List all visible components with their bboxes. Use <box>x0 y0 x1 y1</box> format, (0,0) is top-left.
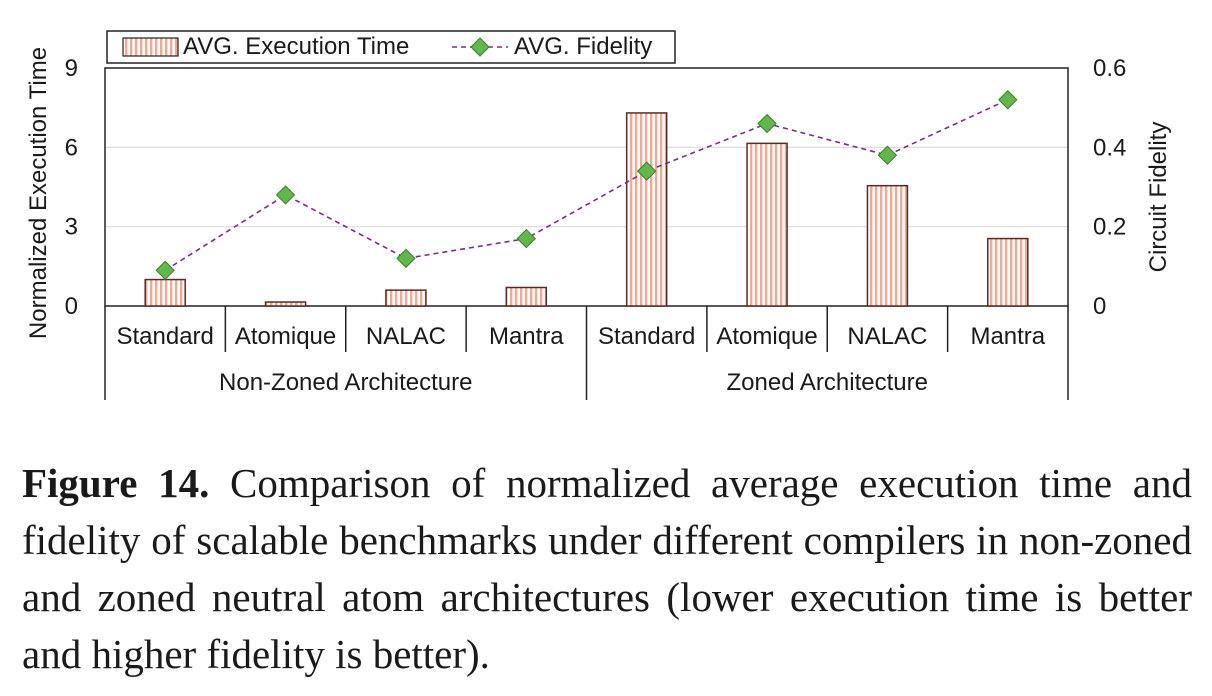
figure-caption-text: Comparison of normalized average executi… <box>22 460 1192 677</box>
execution-time-bar <box>505 286 548 307</box>
right-tick-label: 0.2 <box>1093 214 1126 241</box>
fidelity-marker <box>877 145 898 165</box>
execution-time-bar <box>385 289 427 307</box>
right-tick-label: 0 <box>1093 293 1106 320</box>
execution-time-bar <box>987 237 1029 307</box>
legend-line-label: AVG. Fidelity <box>514 33 652 60</box>
left-axis-title: Normalized Execution Time <box>25 47 52 339</box>
execution-time-bar <box>746 142 788 307</box>
fidelity-marker <box>998 90 1018 110</box>
category-label: Mantra <box>489 323 564 350</box>
category-label: Mantra <box>970 323 1045 350</box>
category-label: NALAC <box>847 323 927 350</box>
right-tick-label: 0.6 <box>1093 55 1126 82</box>
legend-bar-swatch <box>122 37 179 57</box>
category-axis: Standard Atomique NALAC Mantra Standard Atomi… <box>104 306 1069 400</box>
left-tick-label: 0 <box>65 293 78 320</box>
execution-time-bar <box>866 184 909 307</box>
fidelity-series <box>155 90 1018 281</box>
left-tick-label: 3 <box>65 214 78 241</box>
left-tick-label: 9 <box>65 55 78 82</box>
group-label: Non-Zoned Architecture <box>219 369 472 396</box>
category-label: Standard <box>598 323 695 350</box>
execution-time-bar <box>264 301 307 307</box>
execution-time-bar <box>144 278 186 307</box>
left-axis-ticks: 0 3 6 9 <box>65 55 78 320</box>
right-axis-ticks: 0 0.2 0.4 0.6 <box>1093 55 1126 320</box>
fidelity-marker <box>396 248 416 269</box>
execution-time-bar <box>625 112 668 307</box>
fidelity-marker <box>516 228 537 249</box>
figure-label: Figure 14. <box>22 460 210 506</box>
legend-frame <box>106 30 676 64</box>
left-tick-label: 6 <box>65 134 78 161</box>
bar-series <box>144 112 1029 307</box>
chart: 0 3 6 9 0 0.2 0.4 0.6 Normalized Execution Tim… <box>25 30 1172 400</box>
figure-caption: Figure 14. Comparison of normalized aver… <box>22 455 1192 683</box>
category-label: Atomique <box>716 323 817 350</box>
fidelity-marker <box>275 185 296 205</box>
gridlines <box>105 146 1068 228</box>
fidelity-marker <box>636 161 657 181</box>
legend-marker-swatch <box>470 37 490 57</box>
fidelity-marker <box>757 113 777 134</box>
right-axis-title: Circuit Fidelity <box>1145 122 1172 273</box>
fidelity-line <box>164 99 1009 271</box>
fidelity-marker <box>155 260 175 281</box>
legend-bar-label: AVG. Execution Time <box>183 33 409 60</box>
category-label: Standard <box>116 323 213 350</box>
legend: AVG. Execution Time AVG. Fidelity <box>106 30 676 64</box>
category-label: Atomique <box>235 323 336 350</box>
group-label: Zoned Architecture <box>727 369 928 396</box>
category-label: NALAC <box>366 323 446 350</box>
right-tick-label: 0.4 <box>1093 134 1126 161</box>
plot-area-frame <box>104 67 1069 307</box>
